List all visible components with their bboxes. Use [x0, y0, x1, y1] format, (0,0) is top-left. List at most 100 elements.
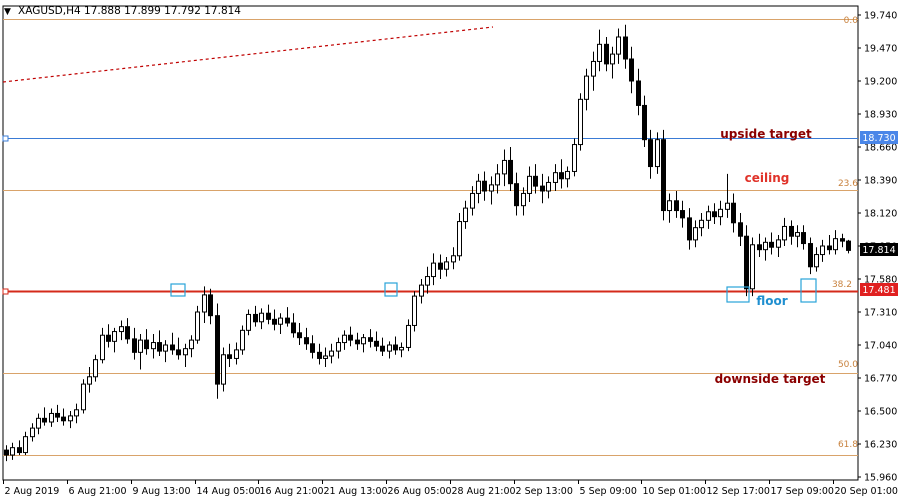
candle [240, 325, 245, 355]
chart-header-label: XAGUSD,H4 17.888 17.899 17.792 17.814 [18, 5, 241, 17]
candle-body-bear [176, 349, 181, 356]
trendline-dotted[interactable] [2, 26, 494, 83]
candle-body-bull [776, 239, 781, 248]
candle [431, 253, 436, 286]
candle [144, 329, 149, 355]
candle [508, 147, 513, 191]
candle-body-bear [712, 211, 717, 218]
price-tick-label: 18.390 [864, 176, 897, 187]
price-tick-label: 19.470 [864, 44, 897, 55]
candle [642, 95, 647, 147]
candle-body-bull [750, 244, 755, 290]
candle [699, 213, 704, 237]
candle-body-bull [470, 192, 475, 209]
candle [629, 46, 634, 94]
highlight-box[interactable] [170, 283, 186, 297]
candle-body-bull [49, 412, 54, 423]
candle-body-bear [757, 244, 762, 251]
candle [463, 200, 468, 229]
candle-body-bear [438, 262, 443, 270]
candle-body-bear [17, 447, 22, 454]
candle-body-bear [208, 294, 213, 317]
candle-body-bear [629, 58, 634, 82]
candle-body-bear [840, 238, 845, 242]
candle-body-bear [827, 245, 832, 251]
candle-body-bull [457, 221, 462, 257]
candle-body-bull [782, 225, 787, 241]
candle-body-bull [163, 344, 168, 352]
candle-body-bull [23, 436, 28, 454]
candle-body-bull [795, 232, 800, 237]
line-handle-blue[interactable] [2, 135, 9, 142]
candle-body-bear [508, 159, 513, 185]
highlight-box[interactable] [726, 286, 750, 303]
candle [138, 334, 143, 370]
candle-body-bull [610, 53, 615, 65]
candle-body-bear [227, 354, 232, 359]
candle [406, 319, 411, 352]
candle [578, 93, 583, 151]
candle [738, 213, 743, 246]
candle-body-bear [533, 175, 538, 187]
candle-body-bear [310, 343, 315, 353]
candle [438, 254, 443, 279]
price-tick-label: 16.770 [864, 374, 897, 385]
candle [412, 291, 417, 332]
candle [514, 172, 519, 216]
time-tick-label: 10 Sep 01:00 [643, 486, 706, 497]
candle-body-bear [106, 334, 111, 342]
candle [323, 347, 328, 367]
candle [189, 335, 194, 358]
candle-body-bull [259, 312, 264, 323]
candle [757, 233, 762, 257]
candle-body-bull [183, 348, 188, 356]
price-tick-label: 19.200 [864, 77, 897, 88]
candle-body-bear [253, 313, 258, 323]
dropdown-arrow-icon[interactable]: ▼ [4, 7, 11, 17]
candle-body-bull [546, 181, 551, 192]
candle-body-bear [731, 202, 736, 224]
candle-body-bear [170, 344, 175, 351]
time-tick-label: 12 Sep 17:00 [707, 486, 770, 497]
candle [368, 329, 373, 348]
time-tick-label: 5 Sep 09:00 [580, 486, 637, 497]
candle-body-bull [597, 43, 602, 62]
line-handle-red[interactable] [2, 288, 9, 295]
highlight-box[interactable] [384, 282, 398, 297]
candle [470, 186, 475, 216]
candle [380, 337, 385, 356]
candle-body-bear [846, 240, 851, 251]
candle [661, 129, 666, 221]
candle [782, 217, 787, 246]
candle [278, 313, 283, 334]
candle-body-bull [342, 334, 347, 344]
candle [648, 129, 653, 179]
candle [584, 68, 589, 111]
annotation-downside-target: downside target [715, 372, 826, 386]
candle-body-bear [266, 312, 271, 320]
candle-body-bull [406, 324, 411, 348]
candle-body-bear [393, 344, 398, 351]
candle-body-bear [661, 139, 666, 212]
candle [61, 408, 66, 426]
candle [55, 404, 60, 422]
candle [285, 307, 290, 327]
candle-body-bear [355, 339, 360, 345]
candle-body-bull [240, 329, 245, 351]
candle [49, 408, 54, 427]
candle [616, 28, 621, 64]
candle [744, 225, 749, 297]
highlight-box[interactable] [800, 278, 817, 303]
candle [246, 309, 251, 336]
candle-body-bear [738, 222, 743, 237]
candle-body-bull [616, 36, 621, 55]
candle-body-bull [387, 344, 392, 352]
candle [227, 343, 232, 367]
candle [10, 442, 15, 460]
candle-body-bull [361, 337, 366, 345]
time-tick-label: 6 Aug 21:00 [69, 486, 127, 497]
candle [572, 138, 577, 177]
candle [81, 379, 86, 414]
candle [827, 235, 832, 255]
